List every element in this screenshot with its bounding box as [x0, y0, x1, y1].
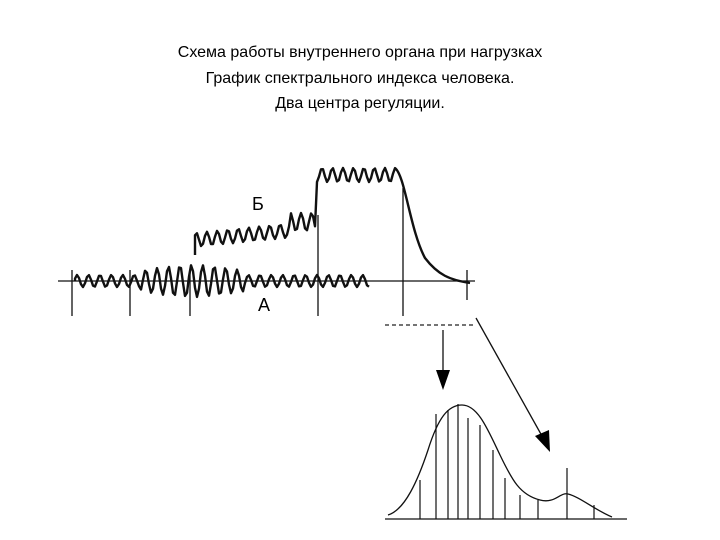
- upper-axes: [58, 188, 475, 316]
- label-b: Б: [252, 194, 264, 214]
- title-line: График спектрального индекса человека.: [206, 70, 515, 87]
- wave-b: [193, 166, 471, 285]
- spectrum-lines: [419, 404, 595, 519]
- arrow: [475, 317, 543, 437]
- arrow-head: [535, 430, 550, 452]
- title-line: Схема работы внутреннего органа при нагр…: [178, 44, 542, 61]
- spectrum-curve: [387, 404, 613, 518]
- wave-a: [73, 264, 370, 299]
- title-line: Два центра регуляции.: [275, 95, 445, 112]
- label-a: А: [258, 295, 270, 315]
- arrow-head: [436, 370, 450, 390]
- lower-chart: [385, 317, 627, 520]
